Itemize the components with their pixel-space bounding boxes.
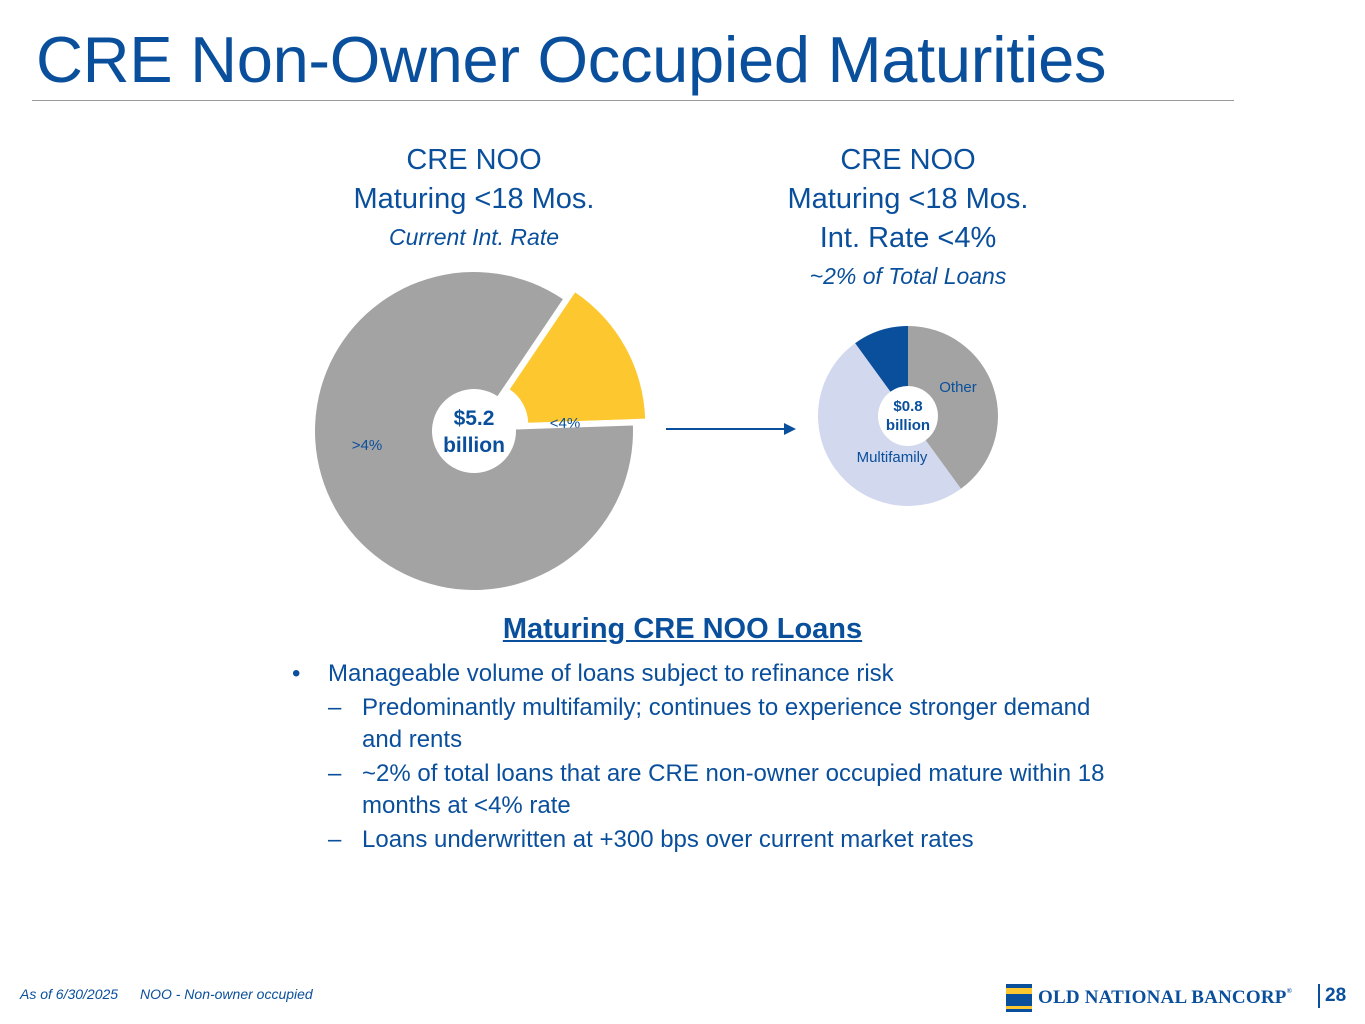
dash-mark: – [328,760,342,787]
pie-slice-4 [509,292,646,423]
dash-mark: – [328,694,342,721]
slice-label-multifamily: Multifamily [857,449,928,466]
slice-label-4: >4% [352,437,382,454]
bullet-list: • Manageable volume of loans subject to … [292,658,1112,856]
pie-slice-4 [315,272,633,590]
slice-label-other: Other [939,379,977,396]
right-heading-line2: Maturing <18 Mos. [787,183,1029,215]
center-value-label: $5.2 [454,407,495,430]
center-unit-label: billion [886,417,930,434]
pie-slice-office [855,326,908,392]
sub-bullet-item: – Loans underwritten at +300 bps over cu… [292,824,1112,856]
left-chart-heading: CRE NOO Maturing <18 Mos. Current Int. R… [304,141,644,256]
right-chart-heading: CRE NOO Maturing <18 Mos. Int. Rate <4% … [738,141,1078,295]
as-of-date: As of 6/30/2025 [20,986,119,1002]
bullet-text: Manageable volume of loans subject to re… [328,660,894,687]
left-heading-line1: CRE NOO [406,144,542,176]
section-heading: Maturing CRE NOO Loans [502,613,863,645]
center-value-label: $0.8 [893,398,922,415]
registered-mark: ® [1286,987,1292,995]
right-heading-line1: CRE NOO [840,144,976,176]
bullet-mark: • [292,660,301,687]
footnote: As of 6/30/2025 NOO - Non-owner occupied [20,986,313,1002]
dash-mark: – [328,826,342,853]
pie-slice-other [908,326,998,489]
right-heading-line3: Int. Rate <4% [819,222,997,254]
arrow-icon [666,423,796,435]
title-divider [32,100,1234,101]
brand-name-text: OLD NATIONAL BANCORP [1038,987,1287,1008]
center-unit-label: billion [443,434,505,457]
right-heading-line4: ~2% of Total Loans [809,263,1007,289]
company-logo: OLD NATIONAL BANCORP® [1006,984,1292,1012]
page-number: 28 [1325,985,1347,1006]
page-title: CRE Non-Owner Occupied Maturities [36,23,1107,96]
sub-bullet-text: Loans underwritten at +300 bps over curr… [362,826,974,853]
bullet-item: • Manageable volume of loans subject to … [292,658,1112,690]
pie-slice-multifamily [818,343,961,506]
left-heading-line2: Maturing <18 Mos. [353,183,595,215]
sub-bullet-item: – ~2% of total loans that are CRE non-ow… [292,758,1112,822]
left-heading-line3: Current Int. Rate [388,224,560,250]
abbreviation-note: NOO - Non-owner occupied [139,986,313,1002]
page-number-divider [1318,984,1320,1008]
sub-bullet-text: ~2% of total loans that are CRE non-owne… [362,760,1105,819]
brand-name: OLD NATIONAL BANCORP® [1038,987,1292,1009]
logo-mark-icon [1006,984,1032,1012]
sub-bullet-text: Predominantly multifamily; continues to … [362,694,1091,753]
sub-bullet-item: – Predominantly multifamily; continues t… [292,692,1112,756]
